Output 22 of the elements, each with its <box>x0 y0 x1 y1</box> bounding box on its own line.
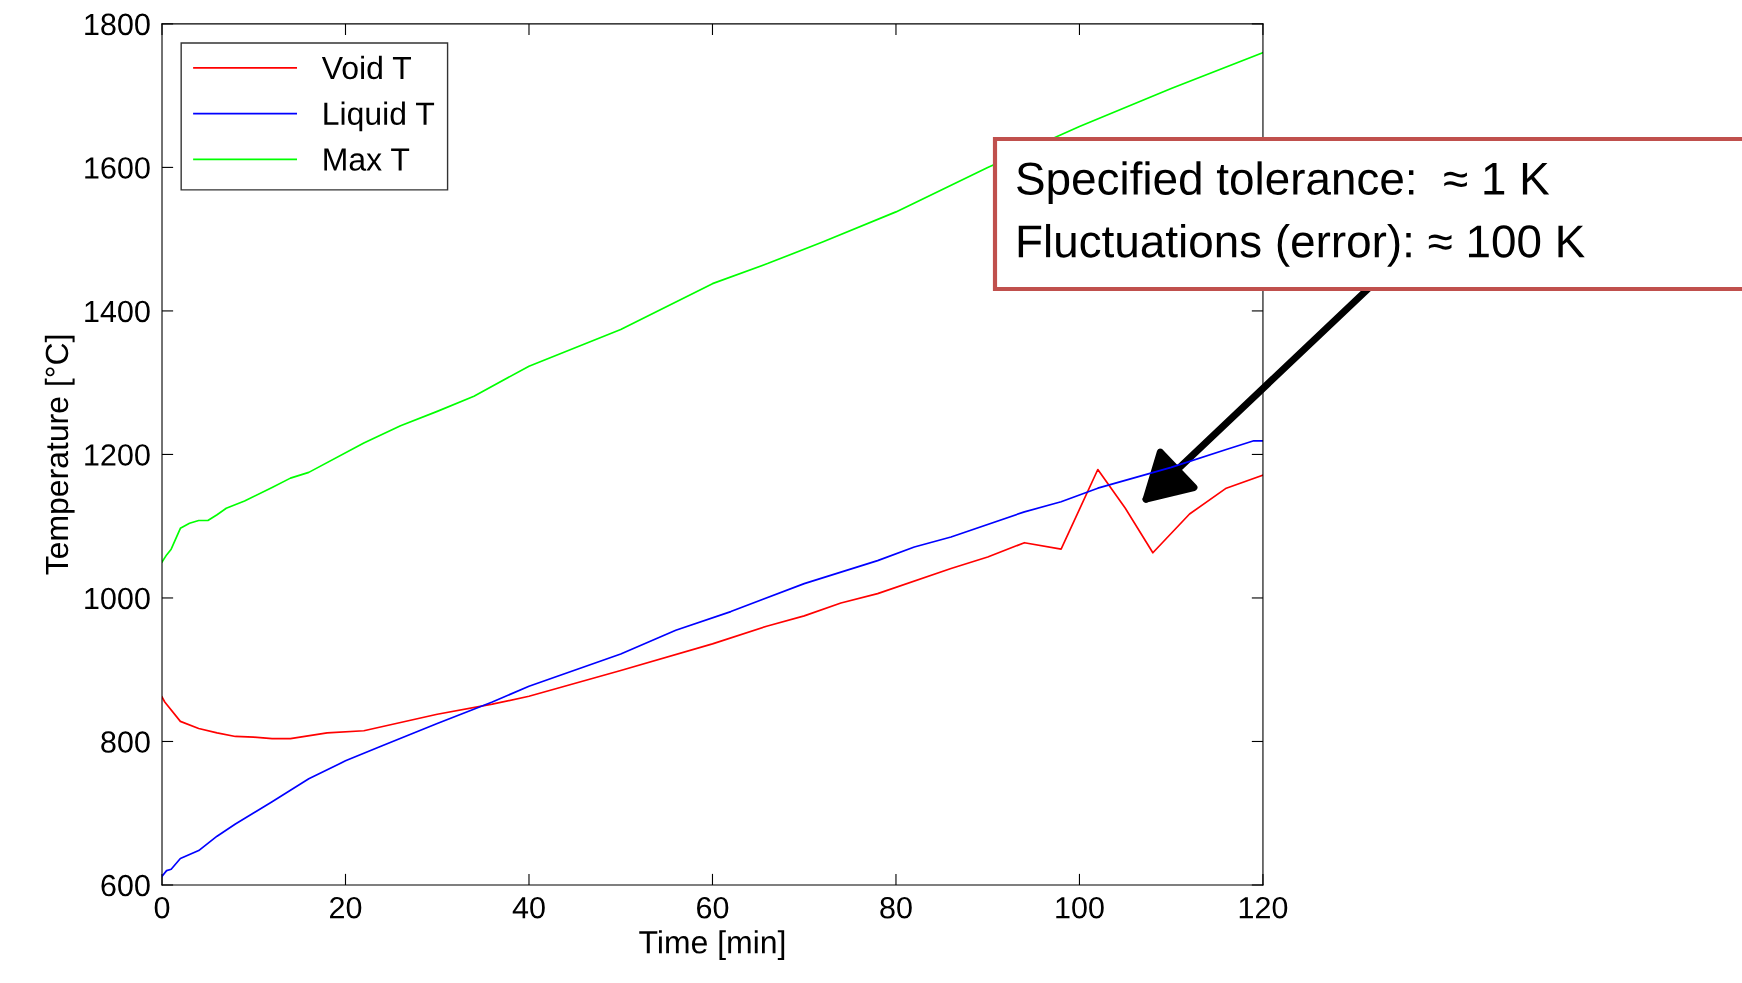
y-tick-label: 1200 <box>85 444 150 466</box>
x-tick-label: 0 <box>154 896 170 919</box>
y-tick-label: 1800 <box>85 13 150 36</box>
legend-label: Liquid T <box>324 101 435 132</box>
x-tick-label: 80 <box>880 896 912 919</box>
legend-label: Void T <box>321 55 412 80</box>
legend-label: Max T <box>324 148 410 171</box>
x-tick-label: 120 <box>1239 896 1288 919</box>
x-tick-label: 60 <box>697 896 729 919</box>
x-tick-label: 100 <box>1056 896 1104 919</box>
line-series <box>162 468 1263 740</box>
y-tick-label: 600 <box>101 874 150 897</box>
line-series <box>162 439 1263 878</box>
y-tick-label: 1600 <box>85 157 150 179</box>
y-tick-label: 1000 <box>85 587 150 610</box>
x-tick-label: 40 <box>512 896 545 919</box>
annotation: Specified tolerance: ≈ 1 K Fluctuations (error): ≈ 100 K <box>1017 161 1585 267</box>
y-axis-title: Temperature [°C] <box>44 335 75 575</box>
y-tick-label: 800 <box>101 731 150 753</box>
x-tick-label: 20 <box>330 896 362 919</box>
y-tick-label: 1400 <box>85 300 150 323</box>
x-axis-title: Time [min] <box>639 930 785 960</box>
